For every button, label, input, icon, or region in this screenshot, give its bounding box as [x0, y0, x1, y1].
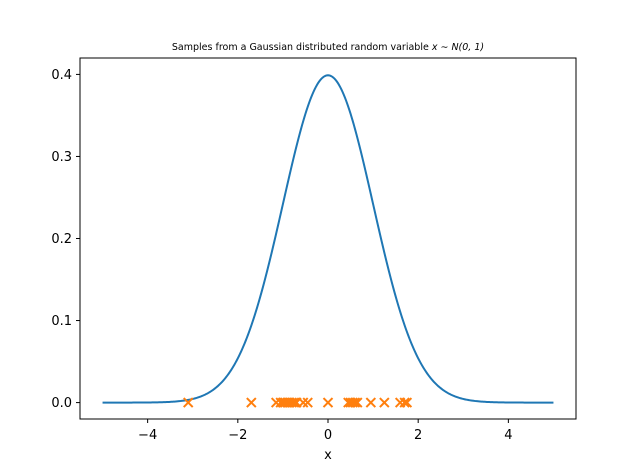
y-tick-label: 0.4: [51, 68, 72, 83]
pdf-curve: [102, 74, 554, 404]
sample-marker: [297, 397, 309, 408]
sample-marker: [352, 397, 363, 408]
chart-title: Samples from a Gaussian distributed rand…: [172, 42, 484, 53]
sample-marker: [349, 397, 361, 408]
sample-marker: [302, 397, 313, 408]
y-tick-label: 0.2: [51, 232, 72, 247]
y-tick-label: 0.1: [51, 314, 72, 329]
x-tick-label: 0: [324, 428, 332, 443]
axes-frame: [79, 57, 577, 420]
x-axis-ticks: −4 −2 0 2 4: [138, 419, 513, 443]
sample-marker: [246, 397, 257, 408]
sample-marker: [365, 397, 377, 408]
sample-marker: [288, 397, 300, 408]
sample-marker: [286, 397, 298, 408]
x-tick-label: −2: [228, 428, 247, 443]
sample-marker: [347, 397, 359, 408]
chart-title-text: Samples from a Gaussian distributed rand…: [172, 42, 432, 53]
x-tick-label: 2: [414, 428, 422, 443]
x-tick-label: 4: [504, 428, 512, 443]
y-tick-label: 0.3: [51, 150, 72, 165]
sample-marker: [183, 397, 194, 408]
sample-marker: [399, 397, 410, 408]
chart-title-math: x ∼ N(0, 1): [431, 42, 484, 53]
x-tick-label: −4: [138, 428, 157, 443]
y-tick-label: 0.0: [51, 396, 72, 411]
x-axis-label: x: [324, 448, 332, 463]
sample-marker: [401, 397, 413, 408]
sample-marker: [322, 397, 334, 408]
sample-marker: [379, 397, 390, 408]
series-layer: [102, 74, 554, 408]
svg-text:Samples from a Gaussian distri: Samples from a Gaussian distributed rand…: [172, 42, 484, 53]
y-axis-ticks: 0.0 0.1 0.2 0.3 0.4: [51, 68, 80, 411]
